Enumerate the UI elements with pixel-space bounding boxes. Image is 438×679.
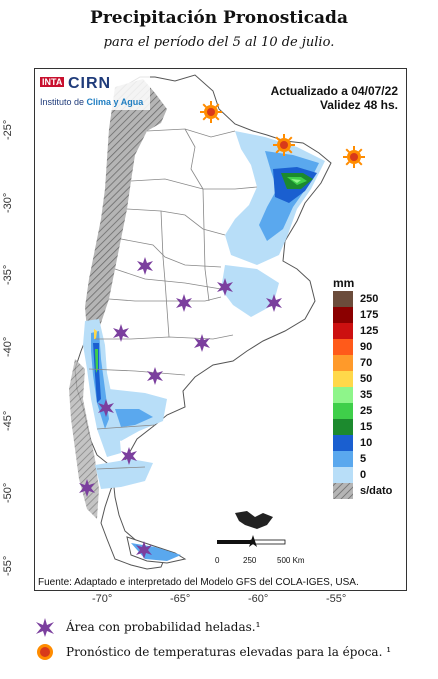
frost-marker <box>194 334 210 352</box>
frost-marker <box>136 541 152 559</box>
lat-label-35: -35° <box>2 264 14 285</box>
no-data-region <box>85 79 167 339</box>
heat-marker <box>343 146 365 168</box>
north-arrow-icon <box>249 535 257 547</box>
page-subtitle: para el período del 5 al 10 de julio. <box>103 35 335 50</box>
scale-bar-black <box>217 540 251 544</box>
colorbar-label: 35 <box>360 389 373 401</box>
lat-label-30: -30° <box>2 192 14 213</box>
precip-northeast <box>225 131 325 265</box>
precip-patagonia-inner <box>115 409 153 427</box>
frost-marker <box>217 278 233 296</box>
colorbar-label: 250 <box>360 293 379 305</box>
no-data-south <box>69 359 99 519</box>
institute-name: Instituto de Clima y Agua <box>40 97 144 107</box>
province-borders <box>88 128 258 470</box>
map-frame <box>34 68 407 591</box>
scale-bar-white <box>250 539 286 545</box>
colorbar-label: s/dato <box>360 485 393 497</box>
lat-label-50: -50° <box>2 482 14 503</box>
lat-label-45: -45° <box>2 410 14 431</box>
colorbar-label: 15 <box>360 421 373 433</box>
source-note: Fuente: Adaptado e interpretado del Mode… <box>38 577 359 588</box>
map-canvas <box>69 74 365 570</box>
colorbar-swatch <box>333 371 353 387</box>
frost-markers <box>79 257 282 559</box>
colorbar-swatch <box>333 291 353 307</box>
colorbar-swatch <box>333 483 353 499</box>
lon-label-55: -55° <box>326 593 347 605</box>
legend-frost-text: Área con probabilidad heladas.¹ <box>66 620 261 634</box>
colorbar-swatch <box>333 307 353 323</box>
colorbar-swatch <box>333 451 353 467</box>
precip-south <box>95 459 153 489</box>
legend-heat-text: Pronóstico de temperaturas elevadas para… <box>66 645 392 659</box>
validity: Validez 48 hs. <box>319 98 398 112</box>
lat-label-40: -40° <box>2 336 14 357</box>
colorbar <box>333 291 353 499</box>
colorbar-swatch <box>333 467 353 483</box>
colorbar-label: 90 <box>360 341 373 353</box>
frost-marker <box>176 294 192 312</box>
frost-marker <box>113 324 129 342</box>
colorbar-swatch <box>333 435 353 451</box>
malvinas-islands <box>235 511 273 529</box>
colorbar-label: 5 <box>360 453 367 465</box>
lon-label-60: -60° <box>248 593 269 605</box>
scale-label-250: 250 <box>243 556 257 565</box>
frost-marker <box>147 367 163 385</box>
colorbar-swatch <box>333 419 353 435</box>
heat-marker <box>273 134 295 156</box>
frost-marker <box>121 447 137 465</box>
lat-label-25: -25° <box>2 119 14 140</box>
lon-label-65: -65° <box>170 593 191 605</box>
colorbar-label: 0 <box>360 469 367 481</box>
colorbar-label: 50 <box>360 373 373 385</box>
heat-markers <box>200 101 365 168</box>
colorbar-label: 70 <box>360 357 373 369</box>
lon-label-70: -70° <box>92 593 113 605</box>
scale-label-0: 0 <box>215 556 220 565</box>
colorbar-swatch <box>333 387 353 403</box>
cirn-logo: INTA CIRN Instituto de Clima y Agua <box>38 75 150 110</box>
colorbar-swatch <box>333 323 353 339</box>
colorbar-label: 25 <box>360 405 373 417</box>
page-title: Precipitación Pronosticada <box>90 8 348 28</box>
frost-marker <box>98 399 114 417</box>
colorbar-unit: mm <box>333 276 355 290</box>
sun-icon <box>37 644 53 660</box>
scale-label-500: 500 Km <box>277 556 305 565</box>
precip-center-light <box>221 265 279 317</box>
frost-icon <box>36 618 54 637</box>
update-info: Actualizado a 04/07/22 Validez 48 hs. <box>271 84 398 112</box>
frost-marker <box>266 294 282 312</box>
colorbar-label: 175 <box>360 309 379 321</box>
lat-label-55: -55° <box>2 555 14 576</box>
colorbar-label: 10 <box>360 437 373 449</box>
colorbar-swatch <box>333 403 353 419</box>
colorbar-swatch <box>333 355 353 371</box>
colorbar-swatch <box>333 339 353 355</box>
heat-marker <box>200 101 222 123</box>
frost-marker <box>137 257 153 275</box>
cirn-wordmark: CIRN <box>68 75 112 92</box>
frost-marker <box>79 479 95 497</box>
update-date: Actualizado a 04/07/22 <box>270 84 398 98</box>
inta-logo: INTA <box>40 77 65 87</box>
colorbar-label: 125 <box>360 325 379 337</box>
